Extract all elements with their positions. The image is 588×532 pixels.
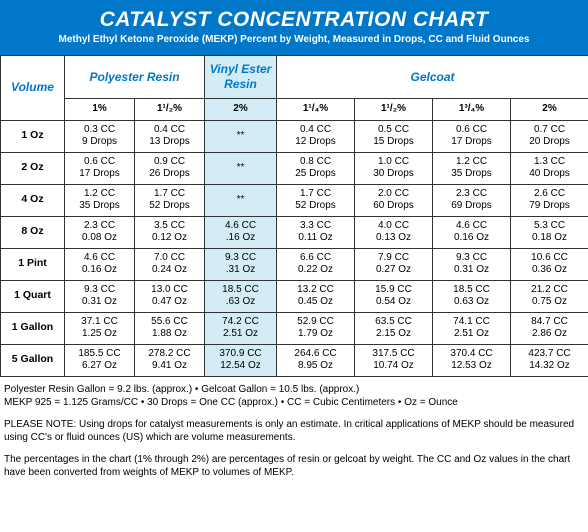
data-cell: 74.2 CC2.51 Oz <box>205 312 277 344</box>
table-row: 4 Oz1.2 CC35 Drops1.7 CC52 Drops**1.7 CC… <box>1 184 588 216</box>
data-cell: ** <box>205 120 277 152</box>
data-cell: 7.9 CC0.27 Oz <box>355 248 433 280</box>
data-cell: 370.4 CC12.53 Oz <box>433 344 511 376</box>
data-cell: 5.3 CC0.18 Oz <box>511 216 588 248</box>
group-header-row: Volume Polyester Resin Vinyl Ester Resin… <box>1 56 588 99</box>
data-cell: 264.6 CC8.95 Oz <box>277 344 355 376</box>
data-cell: 1.3 CC40 Drops <box>511 152 588 184</box>
pct-gel-15: 1¹/₂% <box>355 99 433 121</box>
data-cell: 0.8 CC25 Drops <box>277 152 355 184</box>
data-cell: 370.9 CC12.54 Oz <box>205 344 277 376</box>
data-cell: 3.5 CC0.12 Oz <box>135 216 205 248</box>
data-cell: 1.7 CC52 Drops <box>277 184 355 216</box>
volume-cell: 2 Oz <box>1 152 65 184</box>
data-cell: 2.3 CC69 Drops <box>433 184 511 216</box>
chart-title: CATALYST CONCENTRATION CHART <box>6 8 582 32</box>
table-row: 1 Gallon37.1 CC1.25 Oz55.6 CC1.88 Oz74.2… <box>1 312 588 344</box>
table-row: 8 Oz2.3 CC0.08 Oz3.5 CC0.12 Oz4.6 CC.16 … <box>1 216 588 248</box>
pct-vinyl-2: 2% <box>205 99 277 121</box>
data-cell: 1.2 CC35 Drops <box>65 184 135 216</box>
col-vinyl: Vinyl Ester Resin <box>205 56 277 99</box>
volume-cell: 1 Gallon <box>1 312 65 344</box>
data-cell: 0.6 CC17 Drops <box>433 120 511 152</box>
data-cell: 2.3 CC0.08 Oz <box>65 216 135 248</box>
table-row: 1 Quart9.3 CC0.31 Oz13.0 CC0.47 Oz18.5 C… <box>1 280 588 312</box>
table-row: 5 Gallon185.5 CC6.27 Oz278.2 CC9.41 Oz37… <box>1 344 588 376</box>
data-cell: 4.6 CC.16 Oz <box>205 216 277 248</box>
chart-wrapper: CATALYST CONCENTRATION CHART Methyl Ethy… <box>0 0 588 492</box>
data-cell: 6.6 CC0.22 Oz <box>277 248 355 280</box>
col-gelcoat: Gelcoat <box>277 56 588 99</box>
table-row: 1 Oz0.3 CC9 Drops0.4 CC13 Drops**0.4 CC1… <box>1 120 588 152</box>
percent-header-row: 1% 1¹/₂% 2% 1¹/₄% 1¹/₂% 1³/₄% 2% <box>1 99 588 121</box>
footnote-note1: PLEASE NOTE: Using drops for catalyst me… <box>4 418 584 445</box>
data-cell: 423.7 CC14.32 Oz <box>511 344 588 376</box>
chart-subtitle: Methyl Ethyl Ketone Peroxide (MEKP) Perc… <box>6 34 582 45</box>
data-cell: 0.4 CC13 Drops <box>135 120 205 152</box>
pct-gel-114: 1¹/₄% <box>277 99 355 121</box>
data-cell: 7.0 CC0.24 Oz <box>135 248 205 280</box>
data-cell: 13.2 CC0.45 Oz <box>277 280 355 312</box>
data-cell: 2.0 CC60 Drops <box>355 184 433 216</box>
data-cell: 4.6 CC0.16 Oz <box>433 216 511 248</box>
data-cell: 13.0 CC0.47 Oz <box>135 280 205 312</box>
table-body: 1 Oz0.3 CC9 Drops0.4 CC13 Drops**0.4 CC1… <box>1 120 588 376</box>
data-cell: 0.4 CC12 Drops <box>277 120 355 152</box>
data-cell: 1.0 CC30 Drops <box>355 152 433 184</box>
chart-header: CATALYST CONCENTRATION CHART Methyl Ethy… <box>0 0 588 55</box>
data-cell: 0.9 CC26 Drops <box>135 152 205 184</box>
data-cell: 1.7 CC52 Drops <box>135 184 205 216</box>
data-cell: 0.3 CC9 Drops <box>65 120 135 152</box>
data-cell: 63.5 CC2.15 Oz <box>355 312 433 344</box>
data-cell: ** <box>205 184 277 216</box>
data-cell: 9.3 CC0.31 Oz <box>65 280 135 312</box>
data-cell: 10.6 CC0.36 Oz <box>511 248 588 280</box>
volume-cell: 8 Oz <box>1 216 65 248</box>
data-cell: 55.6 CC1.88 Oz <box>135 312 205 344</box>
data-cell: 37.1 CC1.25 Oz <box>65 312 135 344</box>
data-cell: 74.1 CC2.51 Oz <box>433 312 511 344</box>
data-cell: 278.2 CC9.41 Oz <box>135 344 205 376</box>
data-cell: 0.5 CC15 Drops <box>355 120 433 152</box>
data-cell: 18.5 CC0.63 Oz <box>433 280 511 312</box>
col-polyester: Polyester Resin <box>65 56 205 99</box>
pct-gel-134: 1³/₄% <box>433 99 511 121</box>
pct-gel-2: 2% <box>511 99 588 121</box>
data-cell: 2.6 CC79 Drops <box>511 184 588 216</box>
volume-cell: 4 Oz <box>1 184 65 216</box>
data-cell: 9.3 CC.31 Oz <box>205 248 277 280</box>
data-cell: 21.2 CC0.75 Oz <box>511 280 588 312</box>
data-cell: 3.3 CC0.11 Oz <box>277 216 355 248</box>
data-cell: 185.5 CC6.27 Oz <box>65 344 135 376</box>
volume-cell: 1 Oz <box>1 120 65 152</box>
table-row: 2 Oz0.6 CC17 Drops0.9 CC26 Drops**0.8 CC… <box>1 152 588 184</box>
data-cell: 15.9 CC0.54 Oz <box>355 280 433 312</box>
pct-poly-1: 1% <box>65 99 135 121</box>
data-cell: ** <box>205 152 277 184</box>
volume-cell: 1 Quart <box>1 280 65 312</box>
footnote-note2: The percentages in the chart (1% through… <box>4 453 584 480</box>
data-cell: 18.5 CC.63 Oz <box>205 280 277 312</box>
table-row: 1 Pint4.6 CC0.16 Oz7.0 CC0.24 Oz9.3 CC.3… <box>1 248 588 280</box>
col-volume: Volume <box>1 56 65 121</box>
pct-poly-15: 1¹/₂% <box>135 99 205 121</box>
volume-cell: 1 Pint <box>1 248 65 280</box>
data-cell: 0.6 CC17 Drops <box>65 152 135 184</box>
data-cell: 317.5 CC10.74 Oz <box>355 344 433 376</box>
data-cell: 1.2 CC35 Drops <box>433 152 511 184</box>
data-cell: 52.9 CC1.79 Oz <box>277 312 355 344</box>
footnotes: Polyester Resin Gallon = 9.2 lbs. (appro… <box>0 377 588 492</box>
data-cell: 84.7 CC2.86 Oz <box>511 312 588 344</box>
data-cell: 0.7 CC20 Drops <box>511 120 588 152</box>
concentration-table: Volume Polyester Resin Vinyl Ester Resin… <box>0 55 588 377</box>
data-cell: 9.3 CC0.31 Oz <box>433 248 511 280</box>
data-cell: 4.0 CC0.13 Oz <box>355 216 433 248</box>
footnote-line2: MEKP 925 = 1.125 Grams/CC • 30 Drops = O… <box>4 397 458 408</box>
footnote-line1: Polyester Resin Gallon = 9.2 lbs. (appro… <box>4 384 359 395</box>
volume-cell: 5 Gallon <box>1 344 65 376</box>
data-cell: 4.6 CC0.16 Oz <box>65 248 135 280</box>
